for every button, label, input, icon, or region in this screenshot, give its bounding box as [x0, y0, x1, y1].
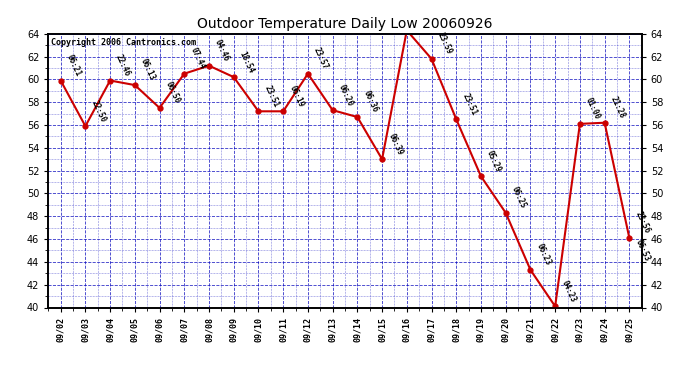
Text: 06:21: 06:21	[65, 53, 83, 78]
Text: 06:39: 06:39	[386, 132, 404, 156]
Text: 06:20: 06:20	[337, 82, 355, 107]
Text: 04:23: 04:23	[560, 279, 578, 304]
Text: Copyright 2006 Cantronics.com: Copyright 2006 Cantronics.com	[51, 38, 196, 47]
Text: 04:46: 04:46	[213, 38, 231, 63]
Text: 23:56: 23:56	[633, 210, 651, 235]
Text: 06:13: 06:13	[139, 57, 157, 82]
Text: 21:28: 21:28	[609, 95, 627, 120]
Text: 06:25: 06:25	[510, 185, 528, 210]
Text: 18:54: 18:54	[238, 50, 256, 74]
Text: 23:51: 23:51	[460, 92, 478, 117]
Text: 05:29: 05:29	[485, 149, 503, 174]
Text: 06:19: 06:19	[287, 84, 305, 108]
Text: 23:57: 23:57	[312, 46, 330, 71]
Text: 22:50: 22:50	[90, 99, 108, 123]
Text: 23:59: 23:59	[435, 31, 453, 56]
Title: Outdoor Temperature Daily Low 20060926: Outdoor Temperature Daily Low 20060926	[197, 17, 493, 31]
Text: 06:37: 06:37	[0, 374, 1, 375]
Text: 06:23: 06:23	[535, 242, 553, 267]
Text: 06:36: 06:36	[362, 90, 380, 114]
Text: 06:50: 06:50	[164, 80, 181, 105]
Text: 07:44: 07:44	[188, 46, 206, 71]
Text: 01:00: 01:00	[584, 96, 602, 121]
Text: 22:46: 22:46	[115, 53, 132, 78]
Text: 23:51: 23:51	[263, 84, 281, 108]
Text: 06:53: 06:53	[633, 238, 651, 263]
